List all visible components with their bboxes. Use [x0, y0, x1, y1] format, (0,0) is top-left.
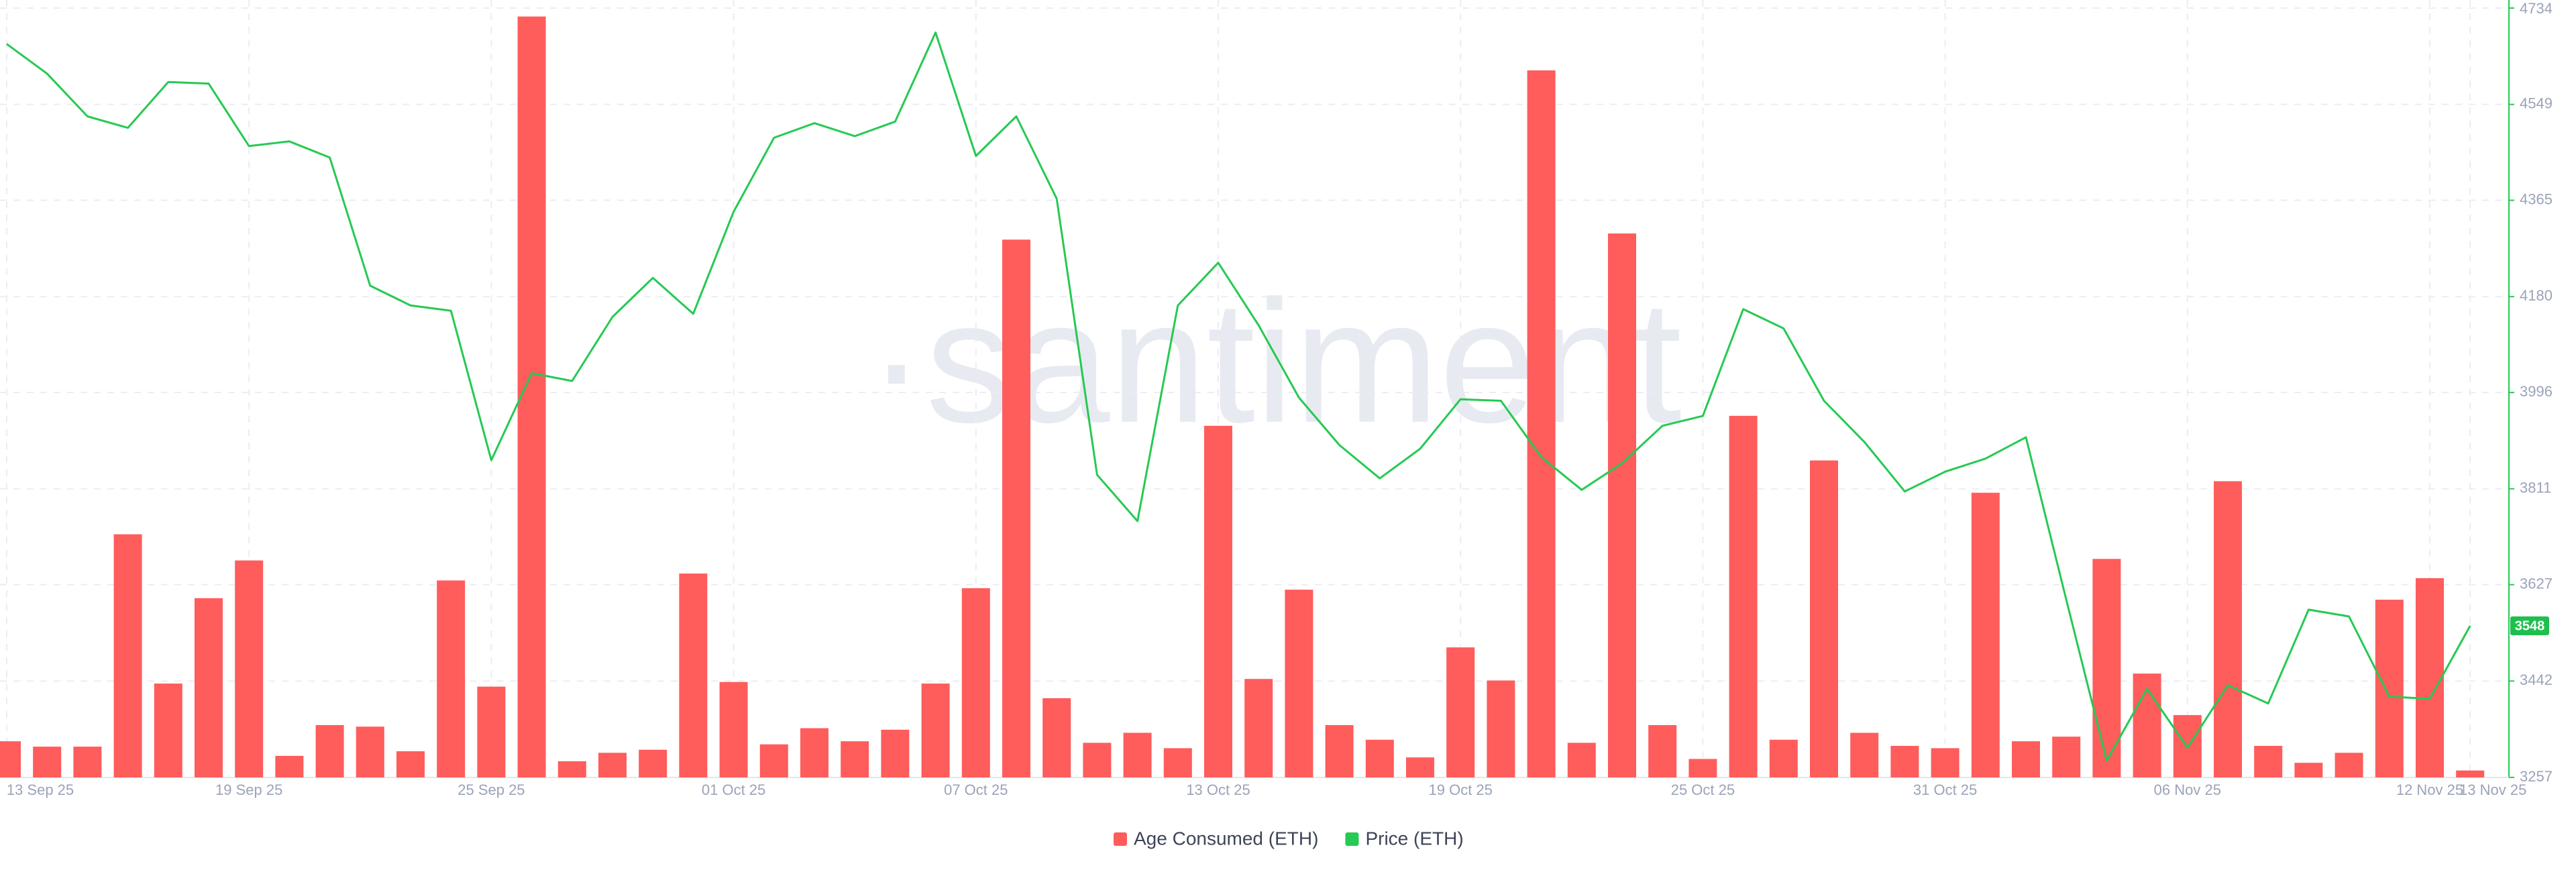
bar: [1567, 743, 1596, 777]
watermark: ·santiment: [867, 265, 1682, 459]
bar: [275, 755, 304, 777]
x-tick-label: 31 Oct 25: [1913, 781, 1977, 798]
bar: [1931, 748, 1960, 777]
bar: [2456, 770, 2485, 777]
y2-tick-label: 3996: [2520, 383, 2553, 400]
bar: [719, 682, 748, 777]
bar: [557, 761, 586, 777]
x-tick-label: 13 Sep 25: [7, 781, 74, 798]
last-value-badge: [2510, 616, 2549, 636]
bar: [1971, 492, 2000, 777]
x-tick-label: 19 Oct 25: [1429, 781, 1493, 798]
bar: [356, 726, 384, 777]
bar: [235, 560, 264, 777]
price-line: [6, 32, 2471, 762]
bar: [2214, 481, 2242, 777]
bar: [2334, 753, 2363, 777]
bar: [154, 684, 182, 777]
bar: [1163, 748, 1192, 777]
bar: [1648, 725, 1677, 777]
bar: [2052, 737, 2081, 777]
bar: [113, 534, 142, 777]
y2-tick-label: 4180: [2520, 287, 2553, 304]
bar: [1850, 732, 1879, 777]
x-tick-label: 13 Oct 25: [1186, 781, 1250, 798]
bar: [195, 598, 223, 777]
bar: [1406, 757, 1434, 777]
bar: [315, 725, 344, 777]
bar: [73, 747, 102, 777]
bar: [1608, 233, 1636, 777]
bar: [1325, 725, 1354, 777]
bar: [1729, 415, 1758, 777]
bar: [1527, 70, 1556, 778]
bar: [639, 749, 667, 777]
legend-label: Age Consumed (ETH): [1134, 828, 1318, 849]
bar: [2092, 559, 2121, 777]
x-tick-label: 25 Sep 25: [458, 781, 525, 798]
bar: [1083, 743, 1112, 777]
bar: [1890, 745, 1919, 777]
x-tick-label: 25 Oct 25: [1671, 781, 1735, 798]
bar: [759, 744, 788, 777]
y2-tick-label: 4365: [2520, 190, 2553, 207]
x-tick-label: 06 Nov 25: [2154, 781, 2221, 798]
y2-tick-label: 3627: [2520, 575, 2553, 592]
bar: [2294, 763, 2323, 777]
bar: [1244, 679, 1273, 777]
bar: [33, 747, 62, 777]
bar: [2416, 578, 2444, 777]
x-tick-label: 13 Nov 25: [2459, 781, 2526, 798]
bar: [477, 686, 506, 777]
bar: [2012, 741, 2040, 777]
bar: [800, 728, 828, 777]
bar: [1688, 759, 1717, 777]
bar: [0, 741, 21, 777]
bar: [881, 729, 910, 777]
y2-tick-label: 3257: [2520, 768, 2553, 785]
bar: [1769, 739, 1798, 777]
bar: [1446, 647, 1475, 777]
y2-tick-label: 3811: [2520, 480, 2551, 496]
bar: [1123, 732, 1152, 777]
bar: [1002, 239, 1030, 777]
bar: [2375, 600, 2404, 777]
x-tick-label: 01 Oct 25: [702, 781, 765, 798]
bar: [1487, 680, 1515, 777]
bar: [961, 588, 990, 777]
bar: [1042, 698, 1071, 777]
y2-tick-label: 3442: [2520, 671, 2553, 688]
x-tick-label: 19 Sep 25: [215, 781, 282, 798]
x-tick-label: 07 Oct 25: [944, 781, 1008, 798]
y2-tick-label: 4549: [2520, 95, 2553, 111]
bar: [921, 684, 950, 777]
bar: [1365, 739, 1394, 777]
bar: [679, 574, 708, 777]
bar: [2254, 745, 2283, 777]
bar: [517, 16, 546, 778]
bar: [396, 751, 425, 777]
legend-label: Price (ETH): [1365, 828, 1463, 849]
x-tick-label: 12 Nov 25: [2396, 781, 2463, 798]
bar: [1204, 425, 1232, 777]
bar: [437, 580, 466, 777]
bar: [1285, 590, 1313, 777]
legend-swatch: [1345, 832, 1359, 846]
last-value-label: 3548: [2515, 618, 2545, 633]
bar: [598, 753, 627, 777]
legend-swatch: [1114, 832, 1127, 846]
y2-tick-label: 4734: [2520, 0, 2553, 17]
bar: [841, 741, 869, 777]
bar: [1810, 460, 1838, 777]
